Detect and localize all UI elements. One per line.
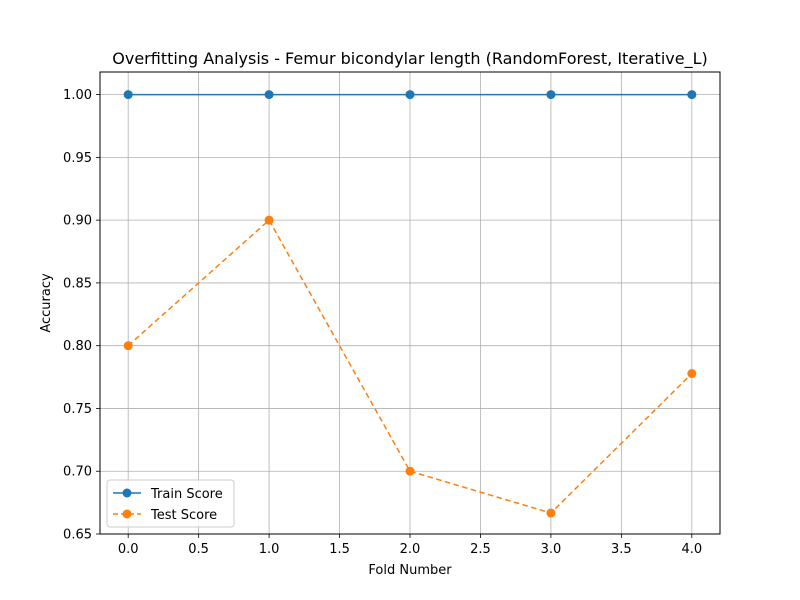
y-tick-label: 0.95: [63, 151, 92, 166]
chart-title: Overfitting Analysis - Femur bicondylar …: [112, 49, 707, 69]
y-axis-label: Accuracy: [39, 273, 54, 333]
legend-box: [106, 479, 235, 528]
y-tick-label: 0.85: [63, 276, 92, 291]
test-score-point: [687, 369, 697, 379]
legend-train-label: Train Score: [150, 487, 223, 502]
test-score-point: [264, 215, 274, 225]
legend-train-marker: [122, 488, 132, 498]
train-score-point: [546, 90, 556, 100]
x-tick-label: 2.5: [470, 542, 491, 557]
legend: Train Score Test Score: [106, 479, 235, 528]
test-score-point: [546, 508, 556, 518]
y-tick-label: 0.70: [63, 465, 92, 480]
test-score-point: [405, 466, 415, 476]
x-tick-label: 0.0: [118, 542, 139, 557]
train-score-point: [123, 90, 133, 100]
x-tick-label: 2.0: [400, 542, 421, 557]
x-tick-label: 3.0: [541, 542, 562, 557]
y-tick-label: 0.65: [63, 528, 92, 543]
test-score-point: [123, 341, 133, 351]
x-tick-label: 4.0: [681, 542, 702, 557]
y-tick-label: 0.90: [63, 214, 92, 229]
x-tick-label: 0.5: [188, 542, 209, 557]
train-score-point: [687, 90, 697, 100]
legend-test-label: Test Score: [150, 508, 217, 523]
y-tick-label: 1.00: [63, 88, 92, 103]
train-score-point: [264, 90, 274, 100]
y-tick-label: 0.80: [63, 339, 92, 354]
axis-ticks: 0.0 0.5 1.0 1.5 2.0 2.5 3.0 3.5 4.0 0.65 0.70 0.75 0…: [63, 88, 702, 557]
train-score-point: [405, 90, 415, 100]
series-layer: [123, 90, 697, 518]
x-tick-label: 3.5: [611, 542, 632, 557]
y-tick-label: 0.75: [63, 402, 92, 417]
x-tick-label: 1.5: [329, 542, 350, 557]
x-tick-label: 1.0: [259, 542, 280, 557]
legend-test-marker: [122, 509, 132, 519]
x-axis-label: Fold Number: [368, 563, 452, 578]
